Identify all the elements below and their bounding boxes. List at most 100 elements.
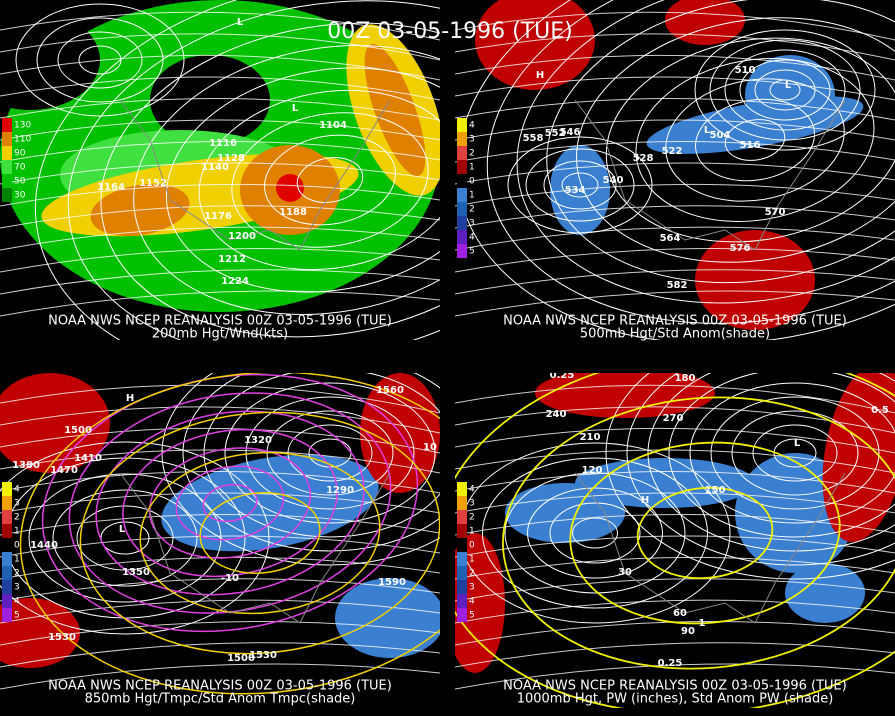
contour [67,0,440,340]
contour [668,373,895,538]
contour-label: 30 [618,567,632,578]
contour [647,373,895,552]
contour [0,642,440,668]
legend-swatch [2,132,12,146]
shade-region [0,598,80,668]
contour-label: 120 [582,465,603,476]
contour-label: 1116 [209,138,237,149]
contour-label: L [292,103,299,114]
contour [0,247,440,273]
contour [78,45,122,75]
legend-label: 4 [469,485,475,495]
legend-swatch [2,146,12,160]
contour [710,396,880,510]
legend-label: 0 [14,541,20,551]
contour [455,119,895,141]
contour-label: 180 [675,373,696,384]
contour [694,29,876,151]
contour [525,148,635,222]
contour [203,373,440,538]
contour-label: 150 [705,485,726,496]
contour [455,54,895,81]
contour [0,406,440,434]
contour [455,471,895,494]
contour [0,119,440,141]
contour [15,3,185,117]
contour [576,17,895,263]
shade-region [822,373,895,542]
contour-label: 1152 [139,178,167,189]
contour-label: L [237,17,244,28]
contour-label: 1212 [218,254,246,265]
legend-label: 4 [14,597,20,607]
contour [0,492,440,514]
legend-label: 5 [469,247,475,257]
legend-label: 1 [14,527,20,537]
contour [507,136,653,234]
legend-swatch [2,552,12,566]
legend-label: 2 [14,513,20,523]
contour [0,269,440,295]
legend-swatch [2,160,12,174]
contour [245,396,415,510]
legend-label: 2 [469,513,475,523]
contour-label: 1590 [378,577,406,588]
shade-region [364,43,426,177]
contour-label: 10 [423,442,437,453]
contour-label: 1560 [376,385,404,396]
legend-label: 1 [469,527,475,537]
contour-label: 1164 [97,182,125,193]
legend-swatch [2,482,12,496]
contour-label: 1128 [217,153,245,164]
contour [133,45,440,315]
legend-swatch [2,580,12,594]
legend-label: 4 [469,121,475,131]
legend-swatch [457,524,467,538]
legend-swatch [457,160,467,174]
contour [689,382,895,524]
contour [724,119,786,161]
contour [165,67,440,293]
contour [455,205,895,229]
legend-swatch [457,230,467,244]
legend-label: 90 [14,149,26,159]
contour [752,424,838,482]
legend-swatch [457,244,467,258]
contour-label: 552 [545,128,566,139]
legend-label: 30 [14,191,26,201]
contour [0,33,440,61]
contour [455,578,895,602]
legend-label: 70 [14,163,26,173]
contour-label: H [126,393,134,404]
coastline [119,99,391,251]
contour [455,33,895,61]
contour-label: 528 [633,153,654,164]
legend-swatch [457,580,467,594]
legend-swatch [457,510,467,524]
legend-label: 5 [14,611,20,621]
contour [569,441,841,625]
contour [527,487,663,579]
contour [502,396,895,670]
contour [572,517,618,549]
contour [482,457,708,609]
contour [224,382,436,524]
contour [455,663,895,690]
legend-swatch [457,202,467,216]
legend-swatch [2,174,12,188]
contour-label: L [785,80,792,91]
contour-label: 570 [765,207,786,218]
contour [100,22,440,338]
panel-subcaption: 200mb Hgt/Wnd(kts) [152,327,288,342]
legend-label: 0 [469,541,475,551]
panel-caption: NOAA NWS NCEP REANALYSIS 00Z 03-05-1996 … [503,314,847,329]
contour-label: 60 [673,608,687,619]
legend-label: 3 [14,499,20,509]
contour [36,17,164,103]
contour [0,205,440,229]
contour-label: L [794,438,801,449]
contour-label: 270 [663,413,684,424]
panel-caption: NOAA NWS NCEP REANALYSIS 00Z 03-05-1996 … [503,679,847,694]
